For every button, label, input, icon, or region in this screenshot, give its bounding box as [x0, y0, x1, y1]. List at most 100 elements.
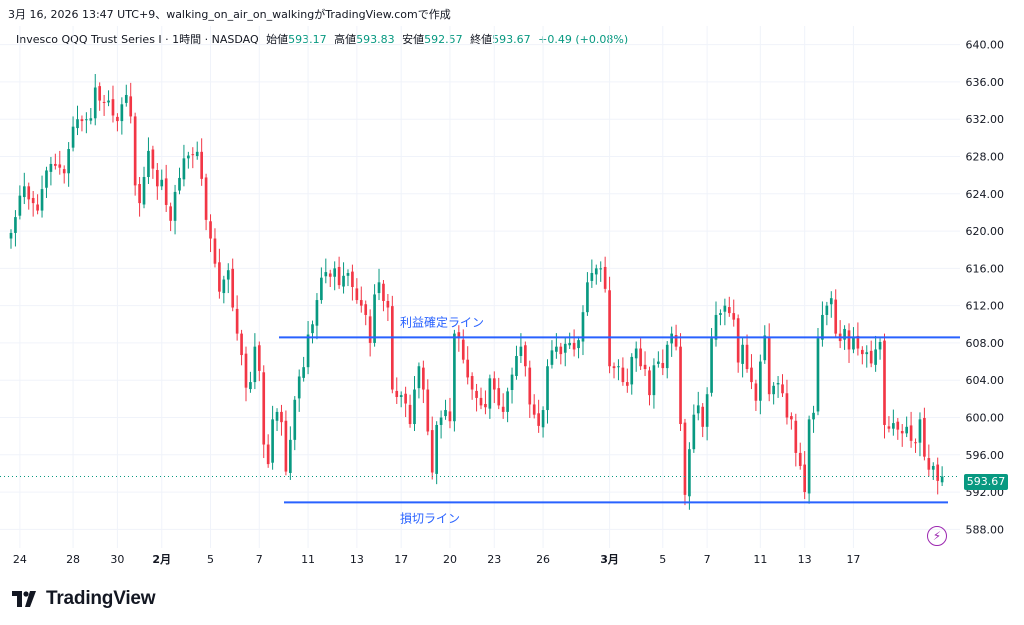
candle-up — [178, 177, 181, 191]
price-tick-label: 620.00 — [966, 225, 1005, 238]
candle-up — [594, 268, 598, 275]
price-tick-label: 588.00 — [966, 523, 1005, 536]
candle-down — [572, 342, 576, 350]
candle-up — [275, 411, 279, 421]
candle-up — [519, 346, 523, 356]
candle-up — [555, 346, 558, 352]
candle-up — [759, 361, 762, 401]
candle-up — [444, 410, 447, 417]
candle-up — [45, 170, 48, 188]
candle-up — [120, 104, 124, 122]
candle-up — [599, 268, 603, 270]
candle-down — [484, 403, 487, 408]
time-tick-label: 5 — [207, 553, 214, 566]
candle-up — [226, 270, 230, 280]
candle-up — [843, 328, 846, 340]
candle-down — [80, 119, 84, 122]
candle-up — [306, 334, 310, 368]
candle-down — [280, 411, 283, 423]
candle-up — [657, 361, 660, 364]
candle-up — [940, 476, 944, 483]
candle-up — [49, 163, 53, 172]
take-profit-label: 利益確定ライン — [400, 314, 484, 329]
candle-down — [896, 421, 900, 430]
candle-up — [160, 179, 164, 187]
price-tick-label: 632.00 — [966, 113, 1005, 126]
price-axis[interactable]: 640.00 636.00 632.00 628.00 624.00 620.00 616.… — [966, 39, 1005, 537]
candle-up — [342, 275, 345, 287]
candle-down — [679, 346, 682, 425]
candle-down — [470, 376, 474, 390]
candle-up — [772, 385, 775, 395]
candle-up — [692, 414, 696, 450]
candle-down — [244, 353, 248, 388]
candle-down — [266, 444, 270, 465]
candle-up — [688, 449, 691, 497]
candle-up — [878, 341, 882, 350]
candle-up — [320, 277, 323, 301]
time-tick-label: 26 — [536, 553, 550, 566]
candle-up — [590, 273, 594, 281]
candle-down — [200, 151, 203, 179]
candle-down — [284, 420, 288, 472]
candle-series — [9, 74, 944, 510]
candle-down — [625, 382, 629, 386]
candle-down — [355, 288, 359, 301]
candle-up — [195, 151, 199, 157]
candle-down — [524, 345, 527, 367]
candle-up — [93, 87, 97, 119]
high-value: 593.83 — [356, 33, 395, 46]
candle-up — [76, 119, 79, 129]
time-tick-label: 28 — [66, 553, 80, 566]
time-axis[interactable]: 24 28 30 2月 5 7 11 13 17 20 23 26 3月 5 7 11 13 17 — [13, 553, 861, 566]
candle-up — [187, 155, 190, 159]
candle-down — [231, 268, 235, 308]
candle-down — [927, 458, 931, 470]
candle-up — [67, 149, 70, 174]
candle-up — [506, 391, 509, 412]
candle-up — [346, 273, 350, 276]
candle-down — [151, 149, 155, 169]
time-tick-label: 2月 — [152, 553, 171, 566]
candle-down — [138, 183, 141, 204]
candle-down — [54, 163, 57, 166]
candle-down — [701, 406, 705, 427]
candle-up — [581, 312, 585, 342]
candle-up — [18, 195, 22, 216]
time-tick-label: 20 — [443, 553, 457, 566]
candle-down — [754, 383, 758, 401]
candle-down — [869, 350, 873, 364]
candle-down — [98, 86, 102, 101]
candle-up — [71, 126, 75, 148]
time-tick-label: 30 — [110, 553, 124, 566]
candle-down — [430, 430, 434, 473]
candle-down — [475, 390, 478, 398]
candle-down — [803, 464, 807, 493]
time-tick-label: 17 — [394, 553, 408, 566]
time-tick-label: 11 — [301, 553, 315, 566]
candle-up — [413, 389, 416, 425]
candle-up — [488, 378, 492, 409]
lightning-bolt-icon[interactable]: ⚡ — [927, 526, 947, 546]
time-tick-label: 7 — [256, 553, 263, 566]
candle-down — [790, 416, 793, 420]
candle-up — [293, 399, 297, 440]
close-value: 593.67 — [492, 33, 531, 46]
candle-down — [191, 154, 195, 156]
candle-down — [683, 422, 687, 495]
candle-up — [439, 417, 443, 425]
candle-up — [918, 419, 922, 443]
tradingview-logo[interactable]: TradingView — [12, 588, 156, 610]
candle-up — [333, 268, 337, 277]
brand-name: TradingView — [46, 588, 156, 609]
candle-down — [914, 442, 917, 444]
candle-down — [834, 299, 838, 334]
candle-up — [710, 338, 713, 393]
candle-down — [351, 271, 354, 287]
candle-up — [568, 342, 572, 346]
symbol-name[interactable]: Invesco QQQ Trust Series I · 1時間 · NASDA… — [16, 33, 259, 46]
candle-up — [665, 344, 669, 369]
stop-loss-label: 損切ライン — [400, 510, 460, 525]
